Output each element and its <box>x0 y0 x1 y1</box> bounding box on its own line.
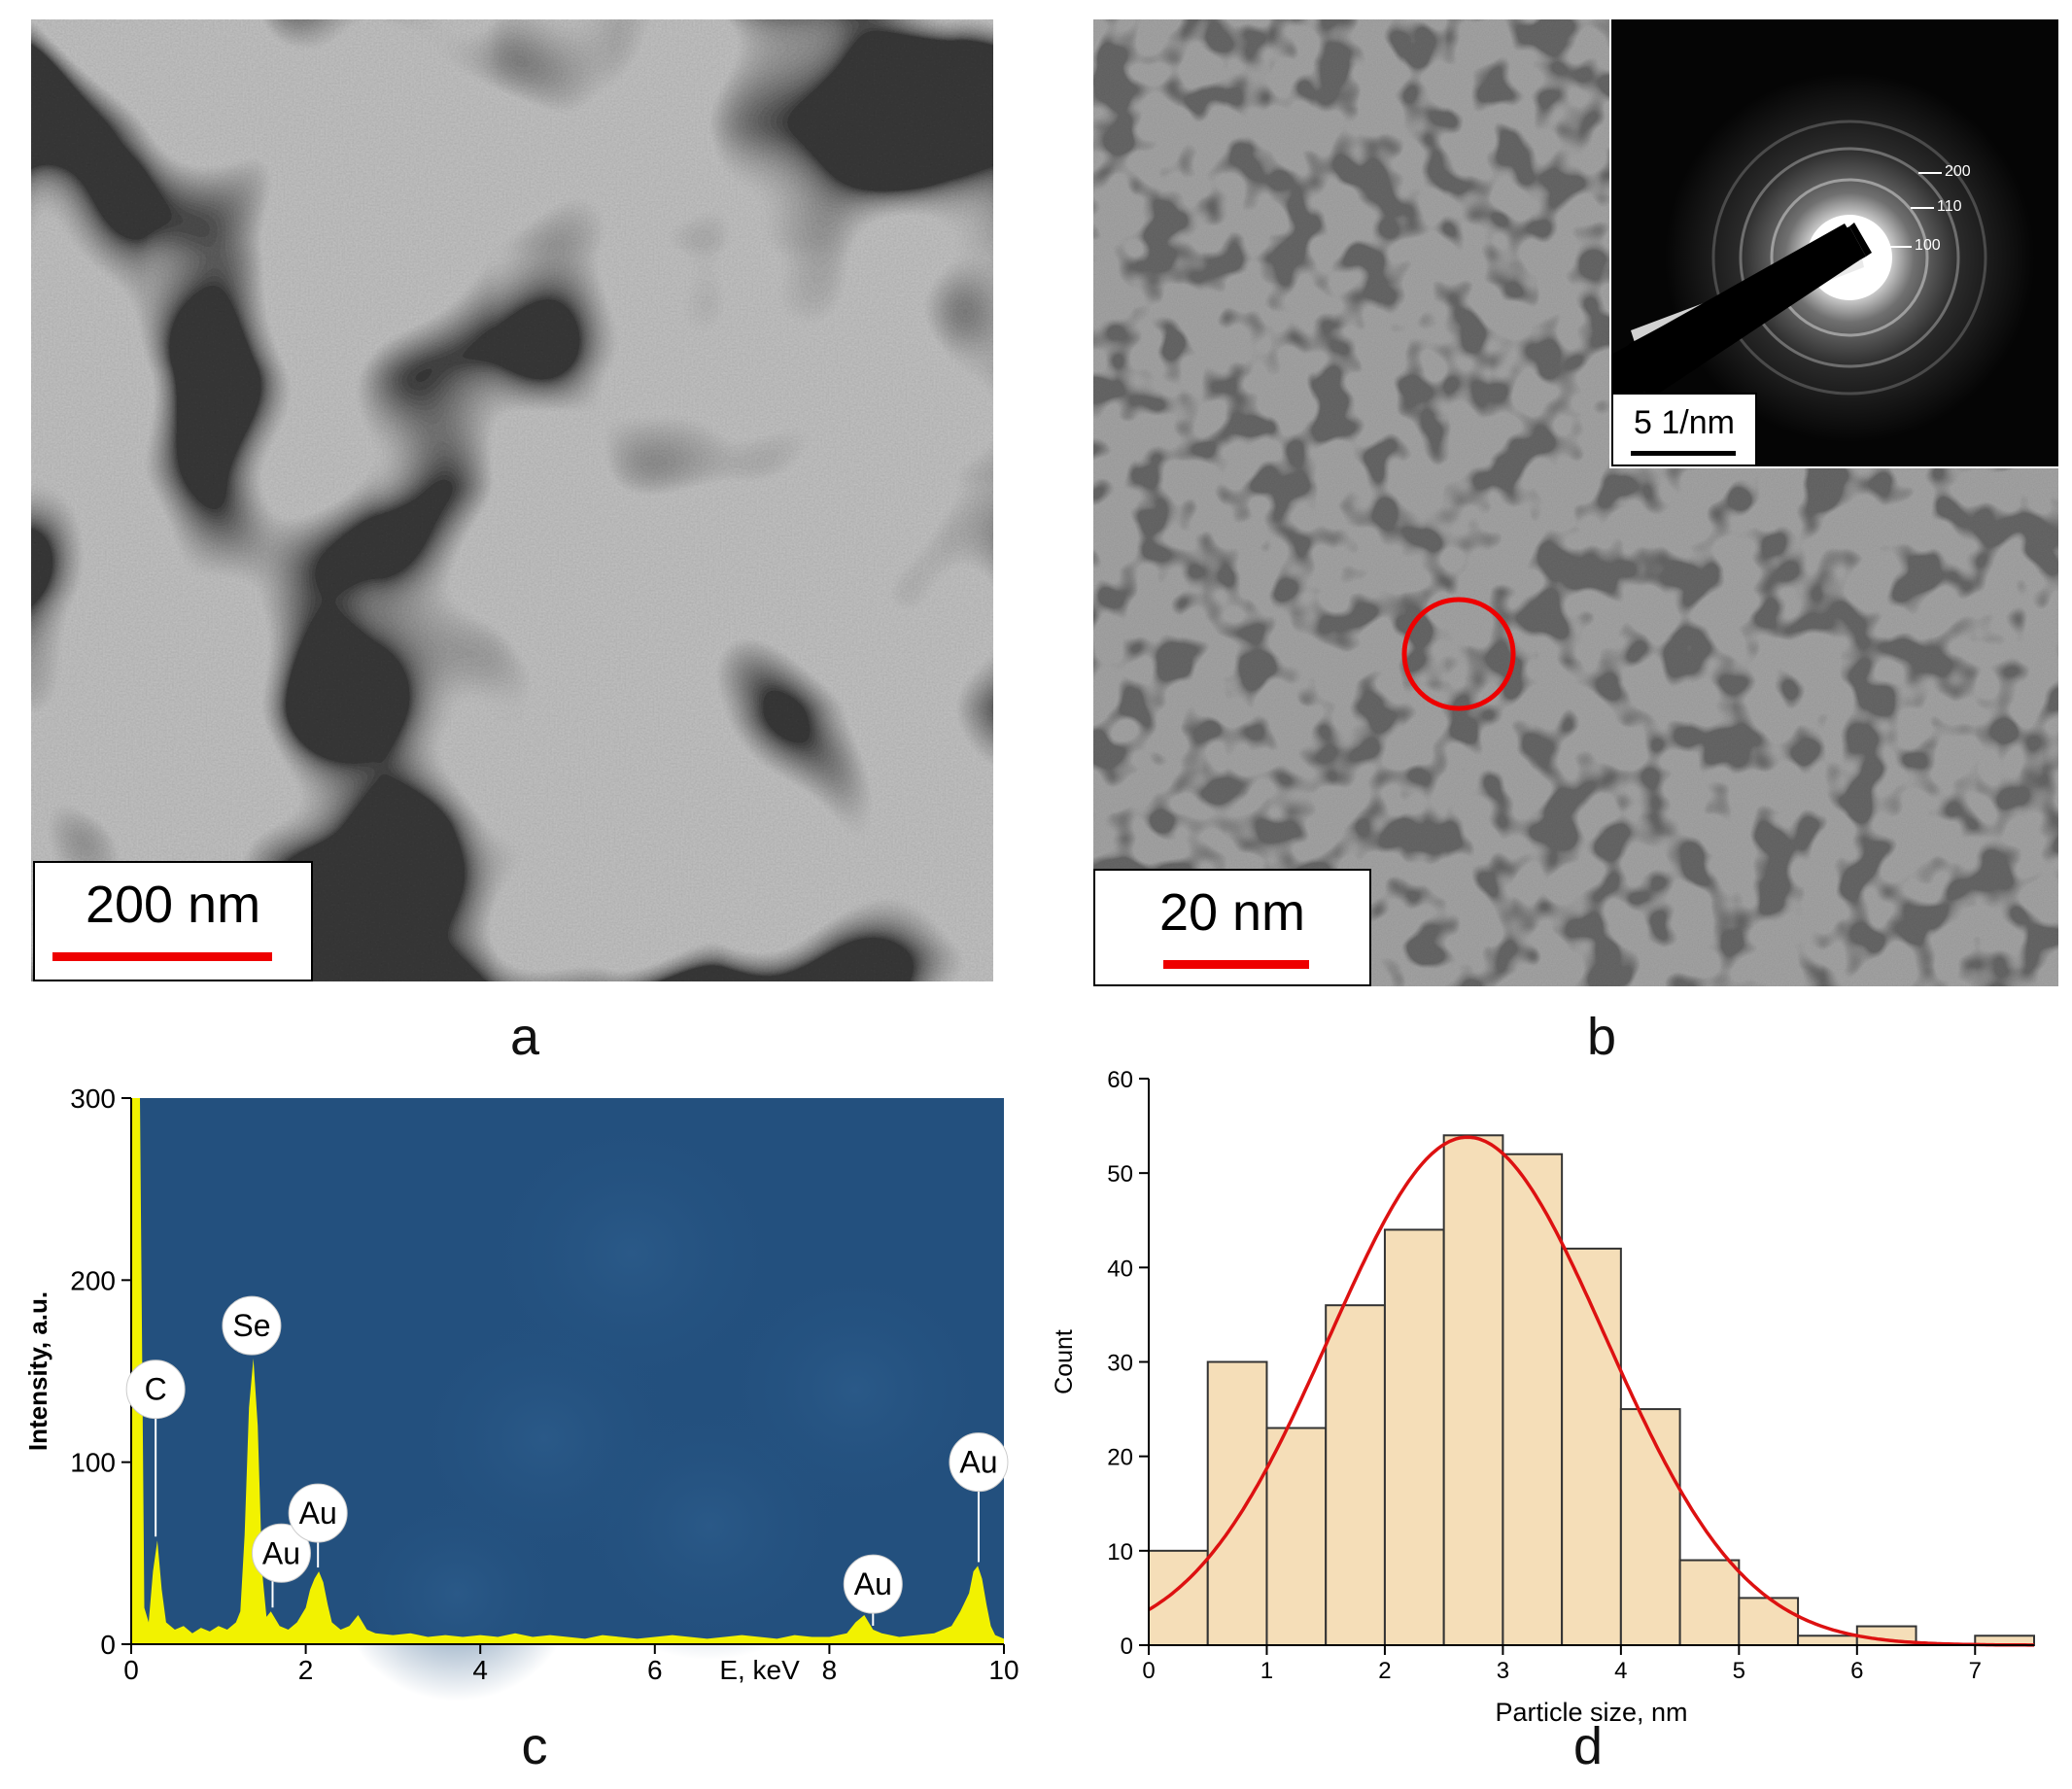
scale-bar-inset-label: 5 1/nm <box>1634 404 1735 441</box>
histogram-bar <box>1619 1408 1681 1647</box>
size-histogram: 0 1 2 3 4 5 6 7 0 10 20 30 40 50 60 Particle size, nm Co… <box>1045 1059 2072 1730</box>
eds-x-tick-label: 10 <box>988 1655 1019 1685</box>
ring-arrow-110 <box>1911 207 1934 209</box>
hist-x-tick-label: 6 <box>1850 1658 1863 1684</box>
eds-peak-label: Se <box>232 1308 270 1343</box>
histogram-bar <box>1502 1153 1564 1646</box>
ring-label-110: 110 <box>1937 198 1962 215</box>
size-histogram-svg: 0 1 2 3 4 5 6 7 0 10 20 30 40 50 60 Particle size, nm Co… <box>1051 1067 2035 1727</box>
histogram-bar <box>1325 1304 1386 1646</box>
histogram-bar <box>1383 1228 1445 1646</box>
scale-bar-b-label: 20 nm <box>1158 883 1306 942</box>
hist-x-tick-label: 2 <box>1378 1658 1391 1684</box>
eds-x-tick-label: 8 <box>822 1655 838 1685</box>
eds-y-tick-label: 300 <box>70 1084 116 1114</box>
histogram-bar <box>1148 1549 1209 1647</box>
hist-y-axis-label: Count <box>1051 1329 1078 1394</box>
hist-y-tick-label: 0 <box>1121 1634 1133 1660</box>
histogram-bar <box>1738 1597 1800 1647</box>
hist-y-tick-label: 40 <box>1107 1256 1133 1282</box>
panel-label-b: b <box>1586 1008 1617 1066</box>
tem-image-a-texture <box>31 19 993 981</box>
eds-peak-bubble <box>125 1359 186 1420</box>
eds-y-axis-label: Intensity, a.u. <box>23 1291 52 1451</box>
gaussian-fit-curve <box>1148 1135 2034 1647</box>
tem-image-b: 200 110 100 5 1/nm 20 nm <box>1093 19 2058 986</box>
hist-y-tick-label: 30 <box>1107 1351 1133 1377</box>
eds-peak-bubble <box>288 1483 348 1543</box>
scale-bar-b-line <box>1163 960 1309 969</box>
histogram-bar <box>1206 1360 1268 1646</box>
hist-x-tick-label: 3 <box>1497 1658 1509 1684</box>
ring-arrow-200 <box>1918 172 1942 174</box>
scale-bar-b: 20 nm <box>1093 869 1371 986</box>
eds-y-tick-label: 0 <box>100 1630 116 1660</box>
eds-x-tick-label: 6 <box>647 1655 663 1685</box>
eds-peak-label: Au <box>262 1535 300 1570</box>
hist-y-tick-label: 60 <box>1107 1067 1133 1093</box>
eds-y-tick-label: 200 <box>70 1265 116 1295</box>
eds-peak-bubble <box>949 1432 1009 1493</box>
eds-peak-label: C <box>145 1372 167 1407</box>
eds-peak-bubble <box>251 1523 311 1583</box>
ring-arrow-100 <box>1888 246 1912 248</box>
hist-y-tick-label: 50 <box>1107 1161 1133 1187</box>
saed-inset: 200 110 100 5 1/nm <box>1609 19 2058 468</box>
histogram-bar <box>1442 1134 1504 1647</box>
histogram-bar <box>1678 1559 1741 1646</box>
scale-bar-a-label: 200 nm <box>85 876 261 934</box>
panel-label-a: a <box>509 1008 540 1066</box>
ring-label-200: 200 <box>1945 163 1971 180</box>
eds-x-tick-label: 0 <box>123 1655 139 1685</box>
eds-x-axis-label: E, keV <box>719 1655 800 1685</box>
hist-y-tick-label: 10 <box>1107 1539 1133 1565</box>
hist-x-tick-label: 0 <box>1142 1658 1155 1684</box>
scale-bar-inset: 5 1/nm <box>1611 393 1757 466</box>
eds-background-shade <box>564 1392 855 1660</box>
highlight-circle <box>1401 597 1516 711</box>
hist-x-tick-label: 1 <box>1260 1658 1273 1684</box>
hist-x-tick-label: 7 <box>1969 1658 1982 1684</box>
eds-peak-label: Au <box>299 1496 337 1531</box>
hist-x-tick-label: 4 <box>1614 1658 1627 1684</box>
histogram-bar <box>1797 1634 1858 1646</box>
eds-chart: 0 2 4 6 8 10 0 100 200 300 E, keV Intensity, a.u. C S… <box>0 1079 1040 1702</box>
eds-peak-label: Au <box>854 1566 892 1601</box>
histogram-bar <box>1265 1427 1328 1646</box>
eds-y-tick-label: 100 <box>70 1448 116 1478</box>
scale-bar-a-line <box>52 952 272 961</box>
eds-x-tick-label: 4 <box>472 1655 488 1685</box>
eds-x-tick-label: 2 <box>298 1655 314 1685</box>
scale-bar-a: 200 nm <box>33 861 313 981</box>
tem-image-a: 200 nm <box>31 19 993 981</box>
panel-label-c: c <box>521 1717 548 1775</box>
scale-bar-inset-line <box>1631 451 1736 456</box>
ring-label-100: 100 <box>1915 237 1941 254</box>
eds-peak-bubble <box>843 1554 903 1614</box>
eds-peak-label: Au <box>959 1445 997 1480</box>
panel-label-d: d <box>1572 1717 1604 1775</box>
eds-background-shade <box>340 1486 573 1702</box>
saed-black-beamstop <box>1629 223 1872 381</box>
hist-y-tick-label: 20 <box>1107 1445 1133 1471</box>
hist-x-tick-label: 5 <box>1733 1658 1745 1684</box>
eds-peak-bubble <box>222 1295 282 1356</box>
hist-x-axis-label: Particle size, nm <box>1495 1698 1687 1727</box>
